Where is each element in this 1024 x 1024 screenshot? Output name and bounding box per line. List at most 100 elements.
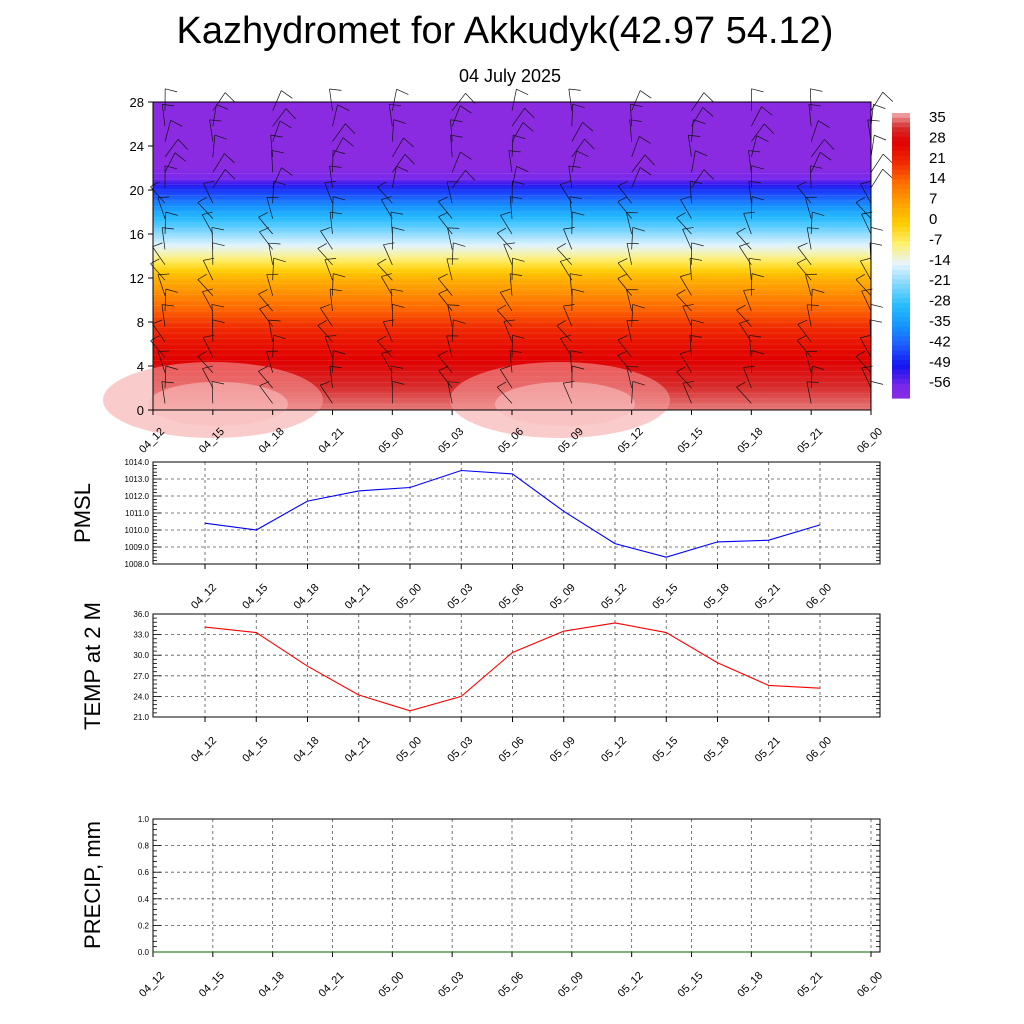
wind-barb [691,107,704,127]
wind-barb [150,181,160,188]
x-tick-label: 05_21 [795,426,825,456]
temp2m-panel: 21.0 24.0 27.0 30.0 33.0 36.0 TEMP at 2 M 04_12… [80,602,881,765]
wind-barb [272,167,282,188]
wind-barb [797,319,808,325]
wind-barb [617,278,632,296]
wind-barb [324,258,337,260]
wind-barb [211,227,224,231]
wind-barb [680,276,692,296]
wind-barb [736,232,752,250]
y-tick-label: 28 [130,95,144,110]
y-tick-label: 1.0 [138,815,150,824]
wind-barb [563,304,575,307]
wind-barb [632,304,645,309]
x-tick-label: 05_09 [556,970,586,1000]
wind-barb [212,242,225,247]
y-tick-label: 24 [130,139,144,154]
wind-barb [258,289,268,295]
wind-barb [743,290,752,312]
wind-barb [392,227,405,231]
wind-barb [203,180,215,184]
wind-barb [503,319,516,322]
colorbar-segment [892,127,910,133]
wind-barb [392,137,404,158]
wind-barb [209,119,214,142]
y-tick-label: 0.2 [138,921,150,930]
x-tick-label: 05_03 [436,426,466,456]
x-tick-label: 05_18 [702,582,732,612]
wind-barb [438,365,449,371]
wind-barb [317,248,333,266]
y-tick-label: 27.0 [133,672,149,681]
wind-barb [807,227,819,229]
wind-barb [332,104,338,127]
wind-barb [680,199,692,219]
wind-barb [329,366,333,389]
wind-barb [676,366,686,373]
wind-barb [810,139,825,158]
wind-barb [450,119,463,123]
wind-barb [152,323,166,343]
wind-barb [644,154,655,166]
wind-barb [324,181,336,183]
wind-barb [806,381,812,404]
wind-barb [560,338,573,358]
wind-barb [861,290,872,312]
wind-barb [689,181,692,204]
wind-barb [377,263,393,281]
colorbar-segment [892,345,910,352]
x-tick-label: 06_00 [855,426,885,456]
wind-barb [682,306,692,327]
wind-barb [268,319,281,322]
wind-barb [560,261,573,281]
wind-barb [258,216,273,235]
wind-barb [563,381,575,384]
wind-barb [377,335,387,342]
wind-barb [451,105,461,127]
x-tick-label: 04_12 [189,735,219,765]
wind-barb [320,381,331,386]
wind-barb [739,246,752,265]
wind-barb [381,276,393,296]
wind-barb [743,213,752,235]
wind-barb [809,88,812,111]
wind-barb [438,293,453,312]
wind-barb [563,227,575,230]
wind-barb [164,212,167,235]
y-tick-label: 33.0 [133,631,149,640]
wind-barb [258,366,268,372]
wind-barb [736,227,746,234]
wind-barb [438,216,453,235]
wind-barb [258,212,268,218]
wind-barb [874,134,887,141]
x-tick-label: 05_15 [676,970,706,1000]
colorbar-segment [892,374,910,380]
y-tick-label: 0.6 [138,868,150,877]
wind-barb [324,259,333,281]
colorbar-segment [892,246,910,252]
wind-barb [329,165,333,188]
y-tick-label: 0 [137,403,144,418]
wind-barb [214,134,227,140]
wind-barb [631,167,641,188]
wind-barb [438,288,449,294]
wind-barb [736,386,752,404]
x-tick-label: 05_03 [445,735,475,765]
wind-barb [516,88,529,95]
wind-barb [563,228,573,250]
wind-barb [568,165,573,188]
y-tick-label: 0.4 [138,895,150,904]
colorbar-segment [892,360,910,366]
wind-barb [571,138,585,158]
wind-barb [751,350,764,355]
wind-barb [317,243,327,249]
wind-barb [869,319,882,323]
wind-barb [629,119,633,142]
wind-barb [810,165,823,169]
wind-barb [626,212,633,235]
wind-barb [508,150,521,153]
wind-barb [631,304,634,327]
wind-barb [870,135,875,158]
x-tick-label: 05_00 [394,735,424,765]
wind-barb [500,215,513,235]
